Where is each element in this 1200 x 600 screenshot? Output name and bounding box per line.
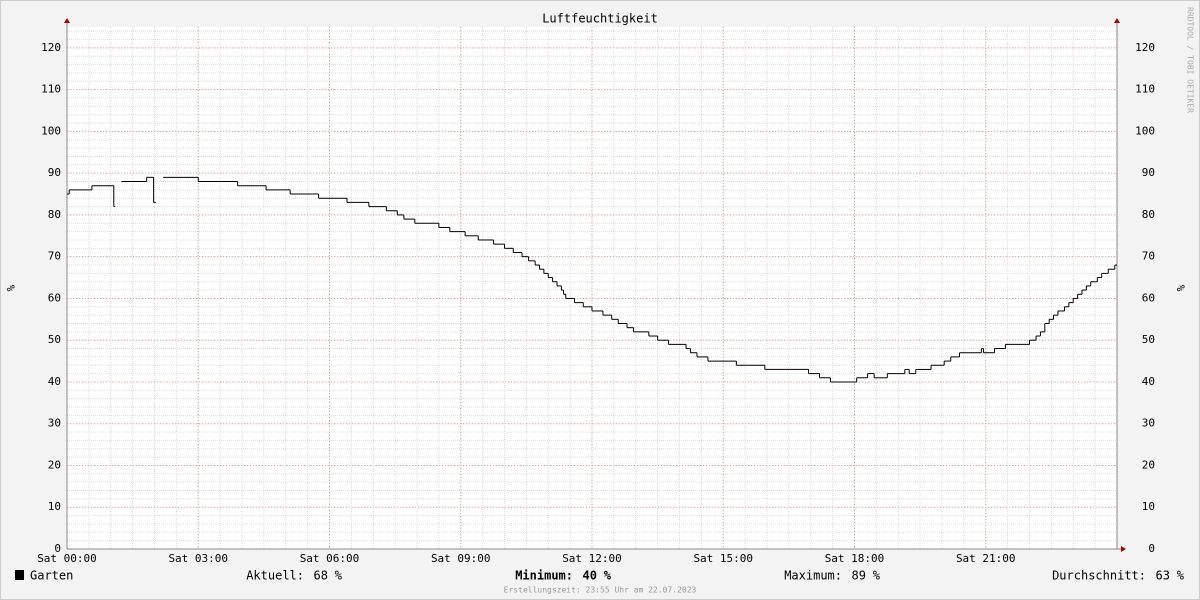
stat-label: Minimum: [515,569,573,583]
y-tick-label: 0 [54,542,61,555]
axis-arrow [64,18,70,23]
y-tick-label: 100 [41,124,61,137]
y2-tick-label: 0 [1148,542,1155,555]
stat-unit: % [335,569,343,583]
y2-tick-label: 10 [1142,500,1155,513]
y-axis-label: % [4,285,17,292]
y2-tick-label: 50 [1142,333,1155,346]
x-tick-label: Sat 21:00 [956,552,1016,565]
y-tick-label: 40 [48,375,61,388]
x-tick-label: Sat 03:00 [168,552,228,565]
stat-value: 40 [583,569,597,583]
stat-label: Durchschnitt: [1052,569,1146,583]
x-tick-label: Sat 15:00 [693,552,753,565]
chart-title: Luftfeuchtigkeit [542,12,658,26]
y2-tick-label: 30 [1142,417,1155,430]
y2-tick-label: 70 [1142,250,1155,263]
x-tick-label: Sat 06:00 [300,552,360,565]
legend-swatch [15,570,24,580]
y2-tick-label: 110 [1135,83,1155,96]
stat-value: 63 [1156,569,1170,583]
y-tick-label: 20 [48,458,61,471]
y-tick-label: 120 [41,41,61,54]
y-tick-label: 30 [48,417,61,430]
stat-value: 68 [314,569,328,583]
axis-arrow [1121,546,1126,552]
y-tick-label: 60 [48,291,61,304]
y2-tick-label: 40 [1142,375,1155,388]
stat-unit: % [1177,569,1185,583]
watermark: RRDTOOL / TOBI OETIKER [1186,7,1195,113]
axis-arrow [1114,18,1120,23]
y-tick-label: 50 [48,333,61,346]
y-tick-label: 80 [48,208,61,221]
stat-label: Maximum: [784,569,842,583]
footer: Erstellungszeit: 23:55 Uhr am 22.07.2023 [504,586,697,595]
stat-value: 89 [852,569,866,583]
y-tick-label: 90 [48,166,61,179]
x-tick-label: Sat 12:00 [562,552,622,565]
y2-tick-label: 20 [1142,458,1155,471]
y2-tick-label: 90 [1142,166,1155,179]
stat-unit: % [873,569,881,583]
y2-axis-label: % [1174,285,1187,292]
y2-tick-label: 80 [1142,208,1155,221]
x-tick-label: Sat 18:00 [825,552,885,565]
y2-tick-label: 120 [1135,41,1155,54]
x-tick-label: Sat 00:00 [37,552,97,565]
stat-label: Aktuell: [246,569,304,583]
legend-label: Garten [30,569,73,583]
stat-unit: % [604,569,612,583]
y2-tick-label: 60 [1142,291,1155,304]
y-tick-label: 110 [41,83,61,96]
y-tick-label: 10 [48,500,61,513]
y2-tick-label: 100 [1135,124,1155,137]
x-tick-label: Sat 09:00 [431,552,491,565]
y-tick-label: 70 [48,250,61,263]
